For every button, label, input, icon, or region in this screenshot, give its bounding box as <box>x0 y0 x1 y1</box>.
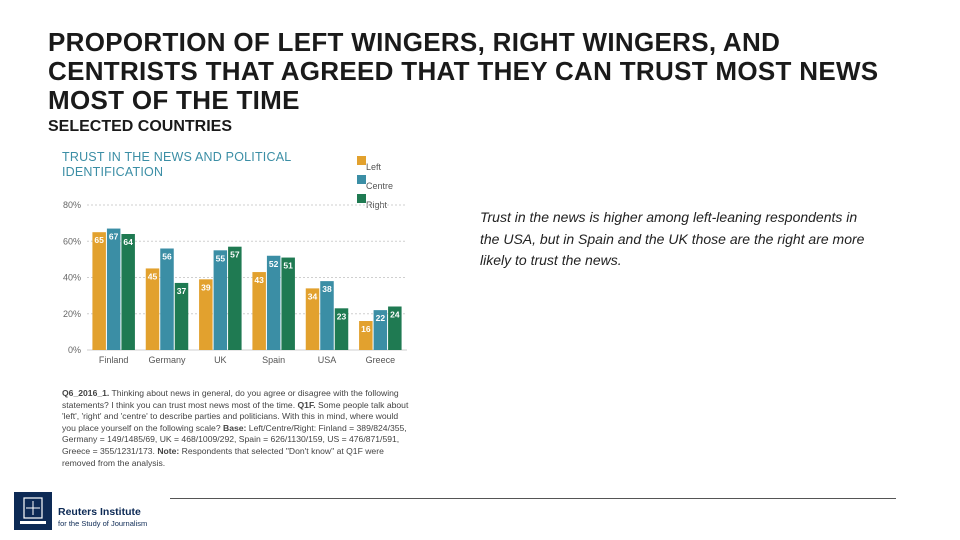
bar-chart-plot: 0% 20% 40% 60% 80% 65 67 64 Finland 45 56 37 Germany… <box>63 200 407 365</box>
note-bold-1: Q6_2016_1. <box>62 388 110 398</box>
bar <box>281 257 295 350</box>
x-tick-label: Spain <box>262 355 285 365</box>
note-text-1: Thinking about news in general, do you a… <box>62 388 399 410</box>
data-label: 16 <box>361 324 371 334</box>
oxford-logo <box>14 492 52 530</box>
data-label: 64 <box>123 237 133 247</box>
data-label: 43 <box>254 275 264 285</box>
x-tick-label: Greece <box>366 355 396 365</box>
chart-footnote: Q6_2016_1. Thinking about news in genera… <box>62 388 414 469</box>
bar <box>160 248 174 350</box>
data-label: 52 <box>269 259 279 269</box>
bar <box>121 234 135 350</box>
org-name: Reuters Institute <box>58 506 141 518</box>
note-text-4: Respondents that selected "Don't know" a… <box>62 445 384 468</box>
bar <box>320 281 334 350</box>
bar <box>388 306 402 350</box>
legend-swatch-left <box>357 156 366 165</box>
bar <box>174 282 189 350</box>
bar <box>106 228 121 350</box>
note-bold-4: Note: <box>157 445 180 456</box>
note-text-2: Some people talk about 'left', 'right' a… <box>62 399 409 433</box>
x-tick-label: USA <box>318 355 337 365</box>
bar <box>373 310 388 350</box>
legend-label-centre: Centre <box>366 181 394 191</box>
data-label: 39 <box>201 282 211 292</box>
y-tick-label: 0% <box>68 345 81 355</box>
data-label: 45 <box>148 271 158 281</box>
bar <box>228 246 242 350</box>
slide-commentary: Trust in the news is higher among left-l… <box>480 209 865 268</box>
data-label: 23 <box>337 311 347 321</box>
slide-title: PROPORTION OF LEFT WINGERS, RIGHT WINGER… <box>48 27 879 115</box>
bar <box>305 288 320 350</box>
data-label: 24 <box>390 310 400 320</box>
x-tick-label: UK <box>214 355 227 365</box>
data-label: 67 <box>109 232 119 242</box>
data-label: 51 <box>283 261 293 271</box>
data-label: 38 <box>322 284 332 294</box>
crest-icon <box>20 497 46 524</box>
y-tick-label: 20% <box>63 309 81 319</box>
bar <box>334 308 349 350</box>
y-tick-label: 40% <box>63 273 81 283</box>
bar <box>252 272 266 350</box>
bar <box>145 268 160 350</box>
note-text-3: Left/Centre/Right: Finland = 389/824/355… <box>62 422 407 456</box>
legend-swatch-right <box>357 194 366 203</box>
slide-subtitle: SELECTED COUNTRIES <box>48 118 233 135</box>
bar <box>359 321 373 350</box>
note-bold-3: Base: <box>223 422 247 433</box>
note-bold-2: Q1F. <box>297 399 316 410</box>
legend-label-left: Left <box>366 162 382 172</box>
data-label: 37 <box>177 286 187 296</box>
data-label: 56 <box>162 252 172 262</box>
x-tick-label: Germany <box>148 355 186 365</box>
legend-item-centre: Centre <box>357 173 393 192</box>
legend-swatch-centre <box>357 175 366 184</box>
chart-title: TRUST IN THE NEWS AND POLITICAL IDENTIFI… <box>62 150 291 179</box>
org-subtitle: for the Study of Journalism <box>58 519 148 528</box>
data-label: 57 <box>230 250 240 260</box>
bar <box>266 255 281 350</box>
legend-item-left: Left <box>357 154 393 173</box>
data-label: 34 <box>308 291 318 301</box>
bar <box>213 250 228 350</box>
footer-divider <box>170 498 896 499</box>
data-label: 22 <box>376 313 386 323</box>
bar <box>92 232 106 350</box>
y-tick-label: 80% <box>63 200 81 210</box>
x-tick-label: Finland <box>99 355 129 365</box>
data-label: 55 <box>216 253 226 263</box>
data-label: 65 <box>94 235 104 245</box>
y-tick-label: 60% <box>63 236 81 246</box>
bar <box>199 279 213 350</box>
